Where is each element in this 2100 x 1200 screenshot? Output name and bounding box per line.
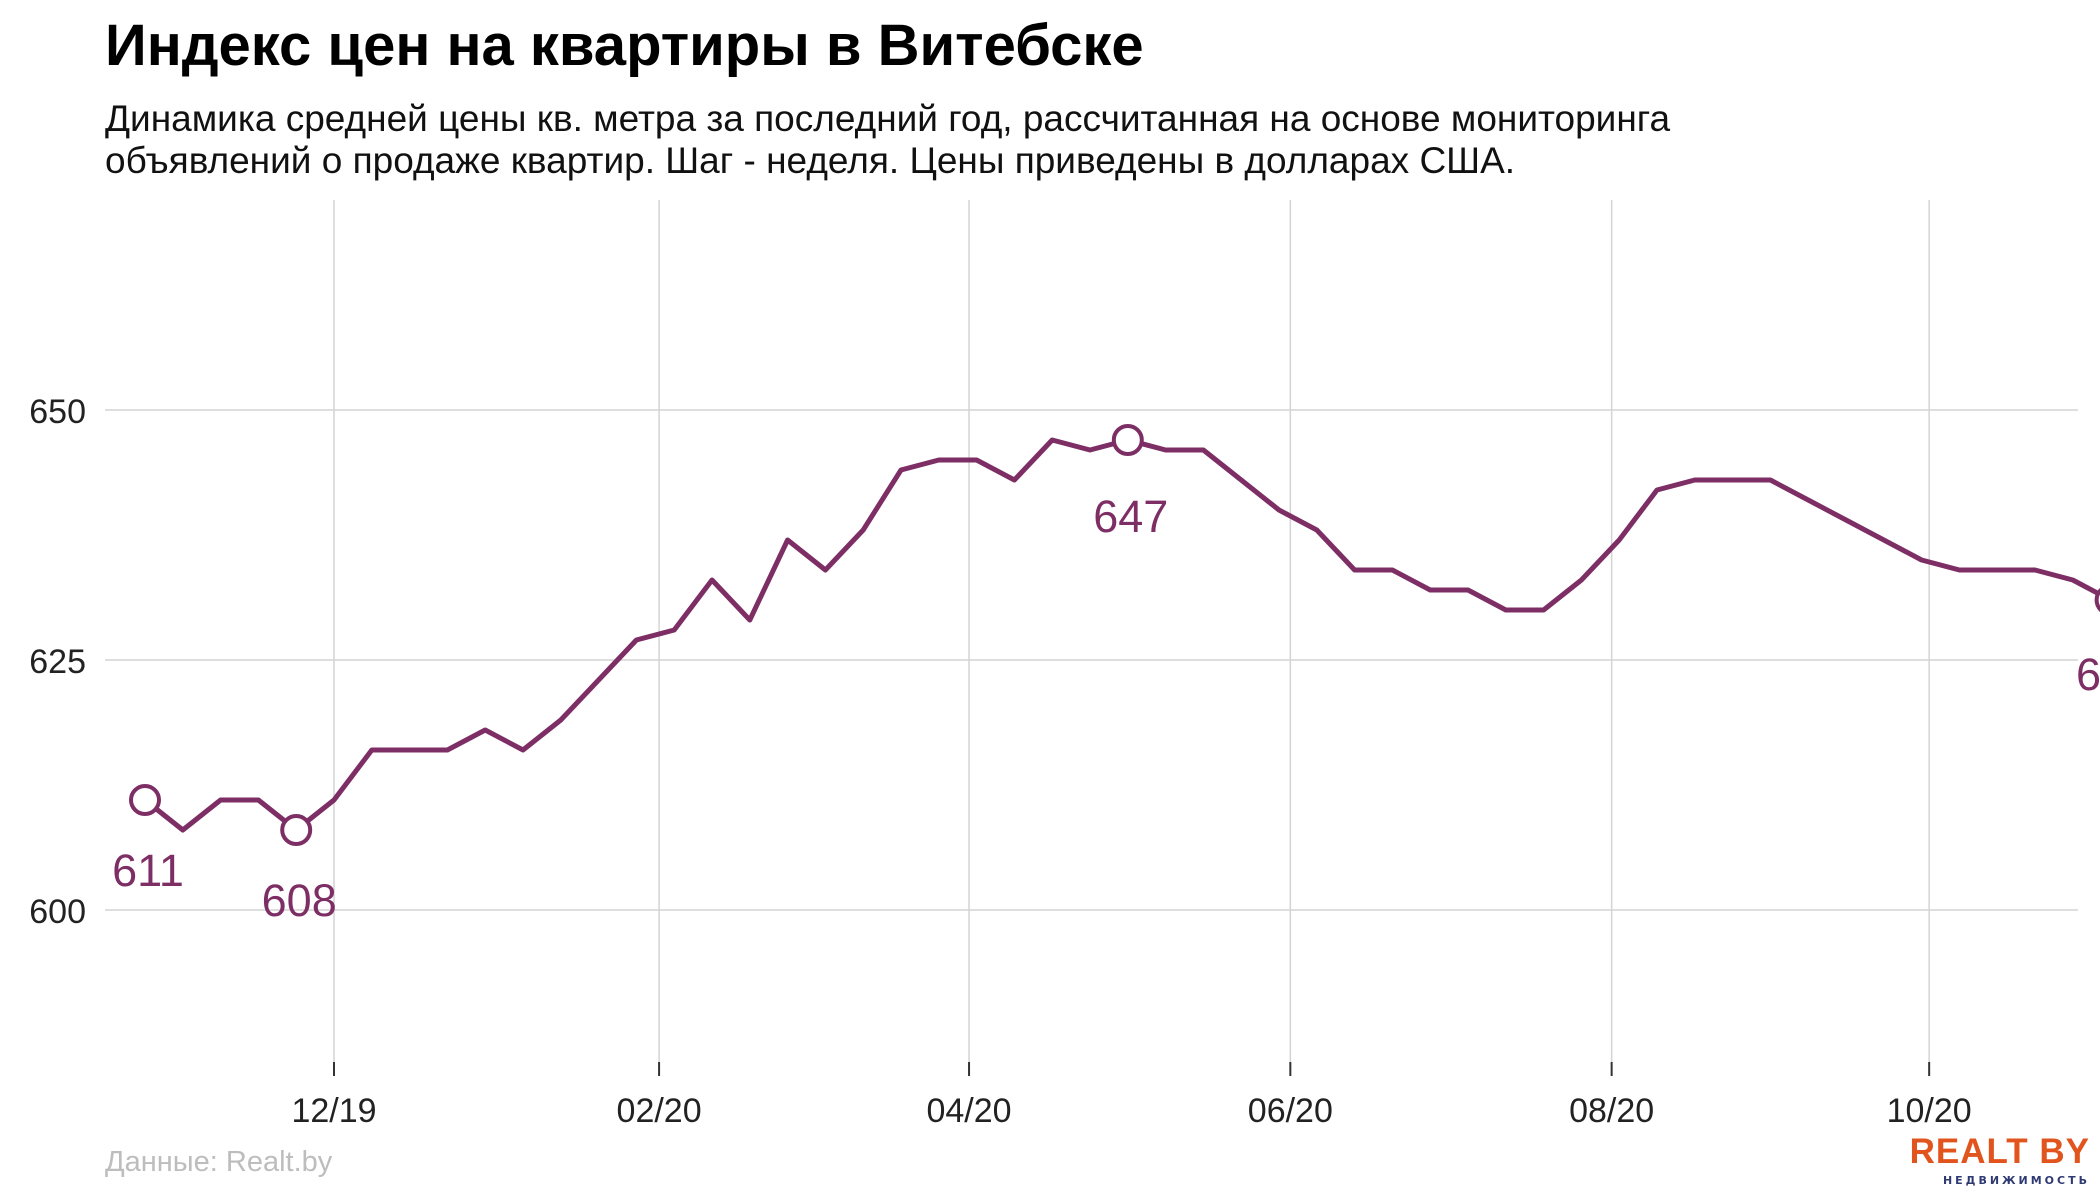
highlight-point [280, 814, 313, 846]
y-tick-label: 625 [29, 643, 86, 681]
x-tick-label: 02/20 [617, 1092, 702, 1130]
subtitle-line-2: объявлений о продаже квартир. Шаг - неде… [105, 140, 1516, 181]
logo-wordmark: REALT BY [1909, 1132, 2090, 1171]
highlight-point [2094, 588, 2100, 612]
highlight-point [1111, 424, 1144, 456]
x-tick-label: 08/20 [1569, 1092, 1654, 1130]
point-value-label: 647 [1093, 491, 1168, 542]
highlight-point [129, 784, 161, 816]
point-value-label: 611 [112, 845, 184, 896]
chart-title: Индекс цен на квартиры в Витебске [105, 13, 1144, 78]
x-tick-label: 12/19 [291, 1092, 376, 1130]
logo-subtitle: НЕДВИЖИМОСТЬ [1942, 1174, 2090, 1187]
chart-subtitle: Динамика средней цены кв. метра за после… [105, 98, 2005, 182]
x-tick-label: 06/20 [1248, 1092, 1333, 1130]
point-value-label: 631 [2076, 649, 2100, 700]
point-value-label: 608 [262, 875, 337, 926]
y-tick-label: 650 [29, 393, 86, 431]
x-tick-label: 04/20 [926, 1092, 1011, 1130]
x-tick-label: 10/20 [1887, 1092, 1972, 1130]
realt-logo: REALT BY НЕДВИЖИМОСТЬ [1910, 1132, 2090, 1190]
y-tick-label: 600 [29, 893, 86, 931]
subtitle-line-1: Динамика средней цены кв. метра за после… [105, 98, 1671, 139]
data-source-note: Данные: Realt.by [105, 1146, 333, 1178]
